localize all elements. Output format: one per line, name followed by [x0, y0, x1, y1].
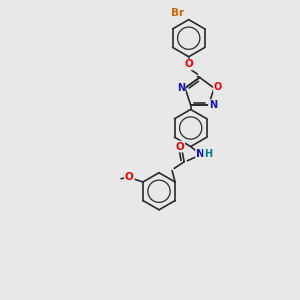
Text: N: N [196, 149, 205, 159]
Text: O: O [125, 172, 134, 182]
Text: H: H [204, 149, 212, 159]
Text: Br: Br [171, 8, 184, 18]
Text: N: N [177, 83, 185, 93]
Text: N: N [209, 100, 217, 110]
Text: O: O [176, 142, 184, 152]
Text: O: O [184, 59, 193, 69]
Text: O: O [214, 82, 222, 92]
